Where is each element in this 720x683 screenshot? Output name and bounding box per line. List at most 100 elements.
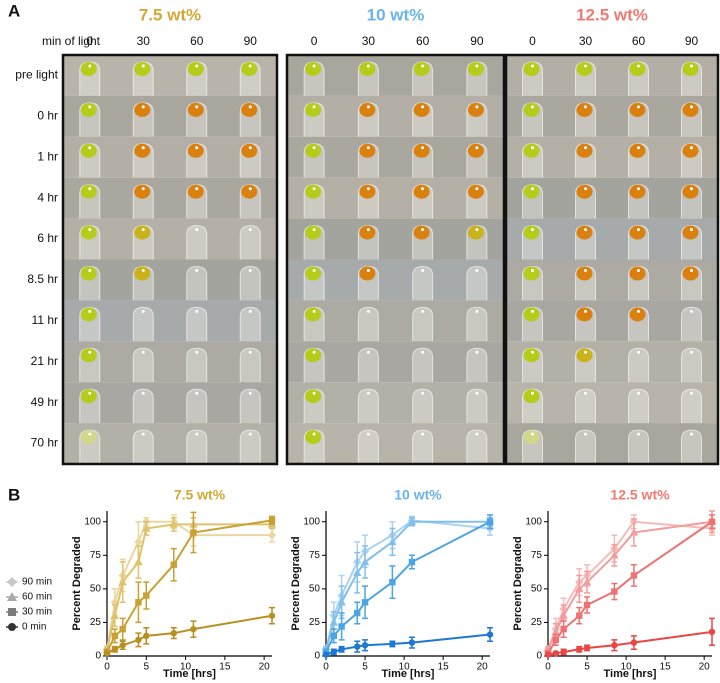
column-label: 90: [470, 34, 484, 48]
series-line: [106, 614, 273, 655]
x-tick-label: 0: [323, 662, 329, 673]
glint: [248, 146, 252, 150]
tube: [239, 388, 261, 424]
sample-drop: [80, 348, 97, 363]
glint: [88, 432, 92, 436]
glint: [88, 309, 92, 313]
glint: [531, 228, 534, 232]
row-label: 6 hr: [37, 231, 58, 245]
row-label: pre light: [15, 68, 58, 82]
data-point: [611, 642, 618, 649]
tube: [412, 306, 434, 342]
sample-drop: [576, 102, 593, 117]
sample-drop: [413, 62, 430, 76]
data-point: [170, 561, 177, 568]
glint: [531, 187, 534, 191]
data-point: [119, 625, 126, 633]
data-point: [361, 599, 369, 606]
photo-cell: [63, 136, 277, 178]
data-point: [389, 640, 396, 648]
glint: [475, 269, 479, 272]
glint: [584, 146, 587, 150]
sample-drop: [80, 430, 97, 445]
x-tick-label: 15: [438, 662, 450, 673]
glint: [584, 432, 587, 436]
series-line: [325, 633, 491, 656]
tube: [628, 388, 649, 424]
tube: [412, 429, 434, 464]
glint: [195, 187, 199, 191]
tube: [357, 347, 379, 383]
x-tick-label: 10: [621, 662, 633, 673]
glint: [248, 432, 252, 436]
glint: [531, 432, 534, 436]
data-point: [103, 650, 111, 657]
glint: [531, 309, 534, 313]
glint: [312, 391, 316, 395]
glint: [637, 269, 640, 272]
glint: [475, 309, 479, 313]
glint: [195, 391, 199, 395]
y-tick-label: 75: [90, 550, 102, 561]
glint: [475, 228, 479, 232]
tube: [466, 347, 488, 383]
legend-label: 0 min: [22, 622, 46, 633]
glint: [195, 228, 199, 232]
glint: [141, 146, 145, 150]
data-point: [389, 578, 396, 586]
sample-drop: [523, 184, 540, 199]
y-tick-label: 75: [531, 550, 543, 561]
photo-cell: [63, 300, 277, 342]
glint: [312, 64, 316, 68]
glint: [88, 187, 92, 191]
glint: [690, 228, 693, 232]
data-point: [408, 558, 416, 566]
data-point: [170, 629, 177, 637]
data-point: [111, 632, 119, 640]
x-tick-label: 20: [259, 662, 271, 673]
column-label: 30: [579, 34, 593, 48]
legend-label: 30 min: [22, 607, 52, 618]
sample-drop: [187, 62, 204, 76]
series-line: [106, 523, 272, 650]
sample-drop: [305, 389, 322, 404]
row-label: 4 hr: [37, 190, 58, 204]
glint: [141, 432, 145, 436]
row-label: 1 hr: [37, 149, 58, 163]
tube: [357, 306, 379, 342]
tube: [132, 388, 154, 424]
y-axis-label: Percent Degraded: [512, 536, 524, 630]
data-point: [118, 577, 127, 586]
photo-cell: [287, 259, 504, 301]
data-point: [322, 651, 330, 658]
x-tick-label: 0: [104, 662, 110, 673]
data-point: [337, 598, 346, 606]
sample-drop: [305, 184, 322, 199]
data-point: [407, 517, 417, 525]
glint: [88, 105, 92, 109]
sample-drop: [523, 143, 540, 158]
sample-drop: [682, 102, 699, 117]
photo-cell: [506, 55, 718, 96]
tube: [466, 429, 488, 464]
glint: [584, 64, 587, 68]
column-label: 0: [311, 34, 318, 48]
glint: [690, 309, 693, 313]
glint: [531, 146, 534, 150]
series-line: [547, 520, 713, 650]
x-tick-label: 5: [584, 662, 590, 673]
glint: [141, 228, 145, 232]
glint: [88, 350, 92, 354]
data-point: [560, 648, 567, 656]
glint: [312, 432, 316, 436]
x-axis-label: Time [hrs]: [604, 668, 657, 680]
sample-drop: [359, 225, 376, 240]
glint: [421, 432, 425, 436]
sample-drop: [80, 389, 97, 404]
tube: [575, 388, 596, 424]
photo-cell: [506, 218, 718, 260]
glint: [141, 64, 145, 68]
data-point: [544, 651, 552, 658]
x-axis-label: Time [hrs]: [163, 668, 216, 680]
glint: [531, 350, 534, 354]
